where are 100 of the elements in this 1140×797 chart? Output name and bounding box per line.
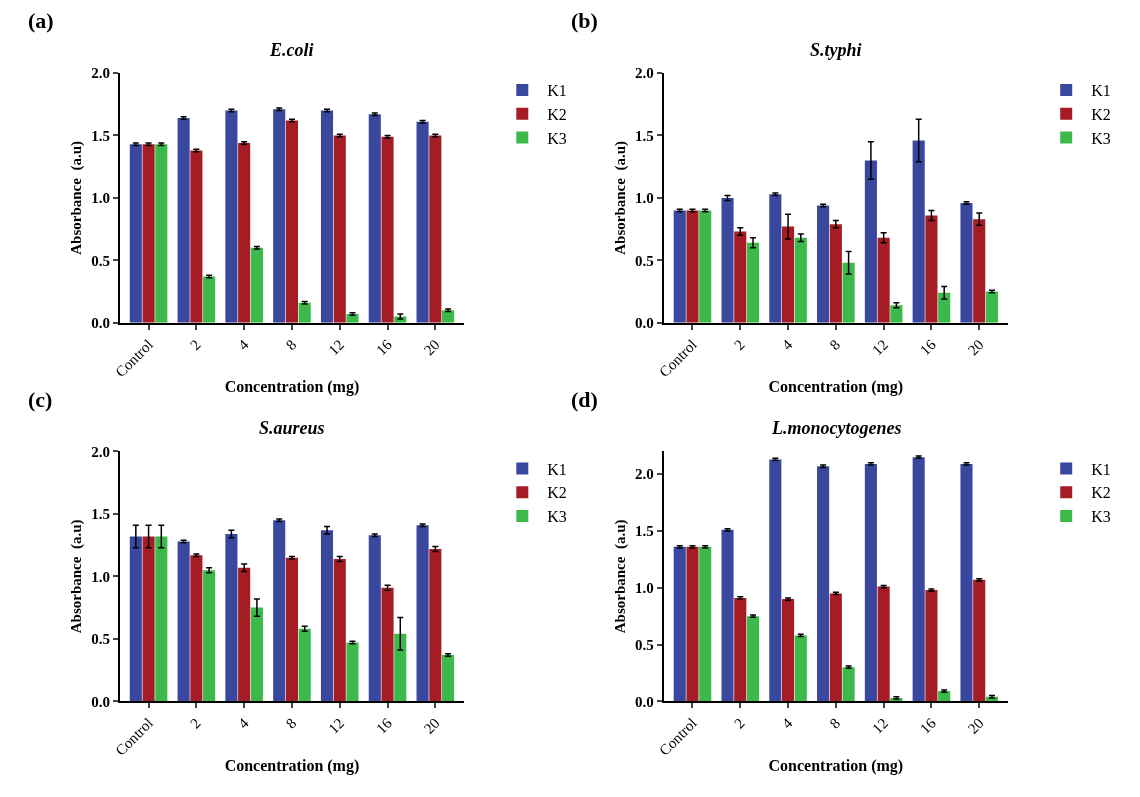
bar (429, 135, 442, 323)
y-axis-title: Absorbance (a.u) (611, 141, 629, 255)
y-tick-label: 1.5 (91, 127, 110, 144)
bar (129, 536, 142, 702)
bar (155, 536, 168, 702)
legend-label: K2 (1091, 484, 1111, 502)
bar (782, 599, 795, 702)
bar (333, 135, 346, 323)
bar (346, 314, 359, 323)
bar (250, 247, 263, 323)
bar (416, 525, 429, 702)
chart-title: S.typhi (810, 40, 862, 60)
y-tick-label: 1.0 (635, 190, 654, 207)
y-axis-title: Absorbance (a.u) (67, 519, 85, 634)
bar (960, 202, 973, 323)
y-tick-label: 1.0 (91, 190, 110, 207)
bar (817, 466, 830, 702)
bar (346, 642, 359, 702)
bar (686, 210, 699, 323)
legend-label: K2 (547, 105, 567, 123)
y-tick-label: 1.5 (91, 506, 110, 523)
text: (c) (28, 387, 53, 412)
y-tick-label: 1.5 (635, 127, 654, 144)
bar (721, 197, 734, 323)
bar (699, 210, 712, 323)
legend-label: K2 (1091, 105, 1111, 123)
bar (238, 142, 251, 323)
x-tick-label: 12 (325, 336, 348, 359)
legend-label: K1 (547, 82, 567, 100)
bar (877, 586, 890, 702)
bar (203, 276, 216, 323)
bar (155, 144, 168, 323)
bar (890, 305, 903, 323)
bar (829, 224, 842, 323)
x-tick-label: 8 (826, 336, 844, 354)
bar (381, 136, 394, 323)
bar (416, 121, 429, 323)
bar (225, 533, 238, 702)
bar (794, 635, 807, 702)
bar (973, 219, 986, 323)
text: (d) (571, 387, 598, 412)
chart-title: S.aureus (259, 418, 325, 438)
x-tick-label: 4 (234, 714, 252, 732)
bar (746, 616, 760, 702)
bar (190, 555, 203, 702)
bar (203, 570, 216, 702)
bar (129, 144, 142, 323)
bar (673, 546, 686, 702)
bar (177, 541, 190, 702)
bar (225, 110, 238, 323)
x-tick-label: 20 (420, 336, 443, 359)
bar (925, 590, 938, 702)
bar (864, 160, 877, 323)
legend-label: K3 (1091, 129, 1111, 147)
bar (721, 529, 734, 702)
legend-label: K1 (1091, 82, 1111, 100)
bar (973, 579, 986, 702)
y-tick-label: 1.0 (635, 580, 654, 596)
y-tick-label: 0.5 (91, 252, 110, 269)
legend-label: K1 (1091, 460, 1111, 478)
x-axis-title: Concentration (mg) (768, 756, 904, 775)
bar (285, 120, 298, 323)
y-tick-label: 0.5 (635, 636, 654, 653)
bar (842, 262, 855, 323)
y-tick-label: 0.5 (635, 252, 654, 269)
legend-label: K1 (547, 460, 567, 478)
y-tick-label: 0.0 (91, 693, 110, 710)
bar (442, 310, 455, 323)
x-tick-label: 12 (325, 714, 348, 737)
text: (a) (28, 8, 54, 33)
x-tick-label: 12 (869, 714, 892, 737)
bar (142, 536, 155, 702)
legend-label: K3 (547, 129, 567, 147)
bar (912, 457, 925, 702)
x-axis-title: Concentration (mg) (768, 378, 904, 397)
y-axis-title: Absorbance (a.u) (611, 519, 629, 634)
y-tick-label: 2.0 (635, 65, 654, 82)
x-tick-label: 16 (373, 336, 396, 359)
bar (734, 231, 747, 323)
y-tick-label: 1.5 (635, 523, 654, 540)
bar (960, 463, 973, 702)
bar (190, 150, 203, 323)
y-axis-title: Absorbance (a.u) (67, 141, 85, 255)
bar (381, 587, 394, 702)
bar (273, 520, 286, 702)
x-axis-title: Concentration (mg) (224, 378, 360, 397)
chart-title: L.monocytogenes (771, 418, 902, 438)
bar (686, 546, 699, 702)
bar (320, 110, 334, 323)
legend-label: K3 (1091, 508, 1111, 526)
x-tick-label: 8 (826, 714, 844, 732)
bar (746, 242, 760, 323)
chart-title: E.coli (269, 40, 314, 60)
x-tick-label: 4 (778, 714, 796, 732)
bar (273, 109, 286, 323)
bar (877, 237, 890, 323)
bar (864, 463, 877, 702)
x-tick-label: 2 (731, 336, 748, 354)
bar (177, 117, 190, 323)
bar (673, 210, 686, 323)
